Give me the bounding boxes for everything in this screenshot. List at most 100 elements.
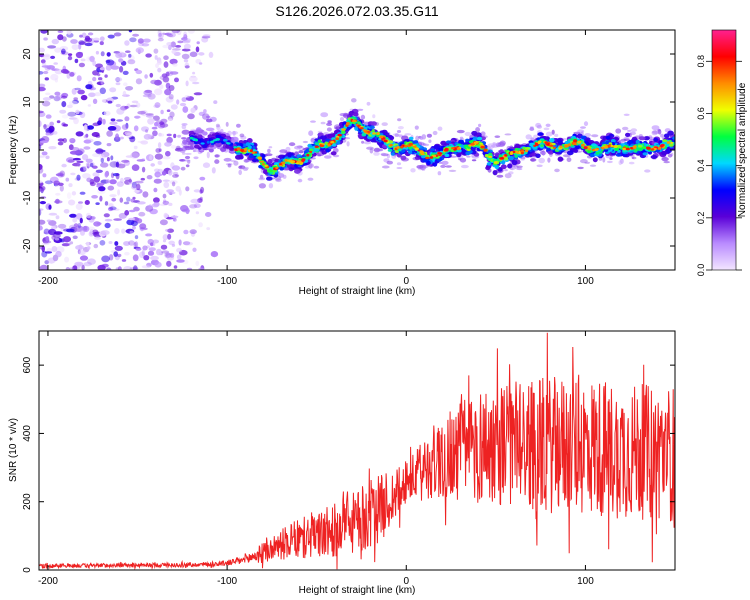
spectrogram-cell	[83, 124, 88, 131]
spectrogram-cell	[150, 255, 159, 261]
spectrogram-cell	[437, 171, 442, 176]
spectrogram-cell	[107, 34, 115, 39]
spectrogram-cell	[99, 87, 107, 95]
spectrogram-cell	[473, 141, 479, 144]
spectrogram-cell	[127, 59, 136, 65]
spectrogram-cell	[86, 241, 90, 247]
spectrogram-cell	[187, 30, 195, 34]
spectrogram-cell	[181, 48, 191, 52]
spectrogram-cell	[458, 139, 464, 144]
spectrogram-cell	[361, 132, 367, 137]
spectrogram-cell	[172, 174, 179, 178]
spectrogram-cell	[614, 147, 620, 151]
spectrogram-cell	[52, 233, 61, 238]
spectrogram-cell	[162, 44, 171, 49]
spectrogram-cell	[55, 94, 63, 101]
spectrogram-cell	[419, 150, 424, 153]
spectrogram-cell	[171, 49, 177, 54]
spectrogram-cell	[181, 37, 188, 41]
spectrogram-cell	[78, 244, 83, 251]
spectrogram-cell	[249, 149, 253, 153]
spectrogram-cell	[104, 201, 109, 206]
spectrogram-cell	[80, 58, 86, 62]
spectrogram-cell	[653, 137, 659, 142]
spectrogram-cell	[135, 69, 143, 75]
spectrogram-cell	[354, 126, 359, 131]
spectrogram-cell	[189, 136, 194, 140]
spectrogram-cell	[151, 126, 158, 130]
spectrogram-cell	[240, 149, 245, 152]
spectrogram-cell	[115, 173, 120, 180]
spectrogram-cell	[165, 150, 171, 157]
spectrogram-cell	[40, 59, 46, 64]
spectrogram-cell	[360, 114, 366, 120]
spectrogram-cell	[215, 123, 220, 128]
spectrogram-cell	[66, 192, 72, 200]
spectrogram-cell	[149, 72, 154, 78]
spectrogram-cell	[233, 160, 239, 166]
spectrogram-cell	[154, 261, 162, 268]
spectrogram-cell	[546, 147, 551, 152]
spectrogram-y-ticks: -20 -10 0 10 20	[22, 48, 675, 253]
spectrogram-cell	[294, 145, 301, 150]
spectrogram-cell	[167, 191, 176, 195]
spectrogram-cell	[99, 36, 105, 42]
spectrogram-cell	[188, 130, 195, 135]
spectrogram-cell	[567, 143, 572, 147]
spectrogram-cell	[326, 127, 332, 132]
spectrogram-cell	[166, 109, 171, 112]
spectrogram-cell	[213, 139, 217, 142]
spectrogram-cell	[61, 114, 69, 119]
spectrogram-cell	[86, 177, 93, 183]
spectrogram-cell	[162, 179, 170, 182]
spectrogram-cell	[78, 249, 86, 256]
spectrogram-cell	[587, 149, 592, 154]
spectrogram-cell	[87, 125, 94, 130]
spectrogram-cell	[171, 165, 181, 171]
spectrogram-cell	[63, 209, 70, 214]
spectrogram-cell	[55, 192, 61, 196]
spectrogram-cell	[44, 180, 53, 185]
spectrogram-cell	[69, 213, 77, 218]
spectrogram-cell	[44, 77, 49, 81]
spectrogram-cell	[320, 121, 326, 125]
spectrogram-cell	[563, 154, 571, 158]
spectrogram-cell	[420, 153, 425, 156]
spectrogram-cell	[185, 164, 190, 168]
spectrogram-cell	[39, 86, 46, 92]
spectrogram-cell	[135, 116, 140, 119]
spectrogram-cell	[181, 97, 187, 102]
spectrogram-cell	[104, 74, 108, 78]
spectrogram-y-tick-label: 10	[22, 96, 33, 108]
spectrogram-cell	[99, 230, 107, 237]
spectrogram-cell	[74, 87, 81, 91]
spectrogram-cell	[144, 89, 153, 93]
spectrogram-cell	[389, 143, 393, 147]
spectrogram-cell	[57, 223, 67, 229]
spectrogram-cell	[267, 159, 273, 164]
spectrogram-cell	[93, 243, 99, 249]
spectrogram-cell	[238, 154, 244, 160]
spectrogram-cell	[113, 251, 118, 257]
spectrogram-cell	[82, 173, 91, 179]
spectrogram-cell	[76, 75, 82, 82]
spectrogram-cell	[632, 145, 637, 148]
spectrogram-cell	[78, 201, 83, 204]
spectrogram-cell	[660, 143, 665, 147]
spectrogram-x-tick-label: -200	[38, 276, 58, 287]
spectrogram-cell	[325, 138, 331, 142]
spectrogram-cell	[422, 165, 429, 169]
spectrogram-cell	[85, 84, 93, 90]
spectrogram-cell	[132, 254, 139, 262]
spectrogram-cell	[92, 232, 99, 235]
spectrogram-cell	[76, 174, 81, 181]
spectrogram-cell	[99, 41, 104, 46]
spectrogram-cell	[87, 104, 92, 107]
spectrogram-cell	[451, 147, 455, 150]
spectrogram-cell	[135, 47, 144, 54]
spectrogram-cell	[42, 124, 52, 128]
spectrogram-cell	[615, 128, 622, 134]
spectrogram-cell	[39, 209, 42, 216]
spectrogram-cell	[193, 92, 203, 96]
spectrogram-cell	[667, 153, 673, 158]
